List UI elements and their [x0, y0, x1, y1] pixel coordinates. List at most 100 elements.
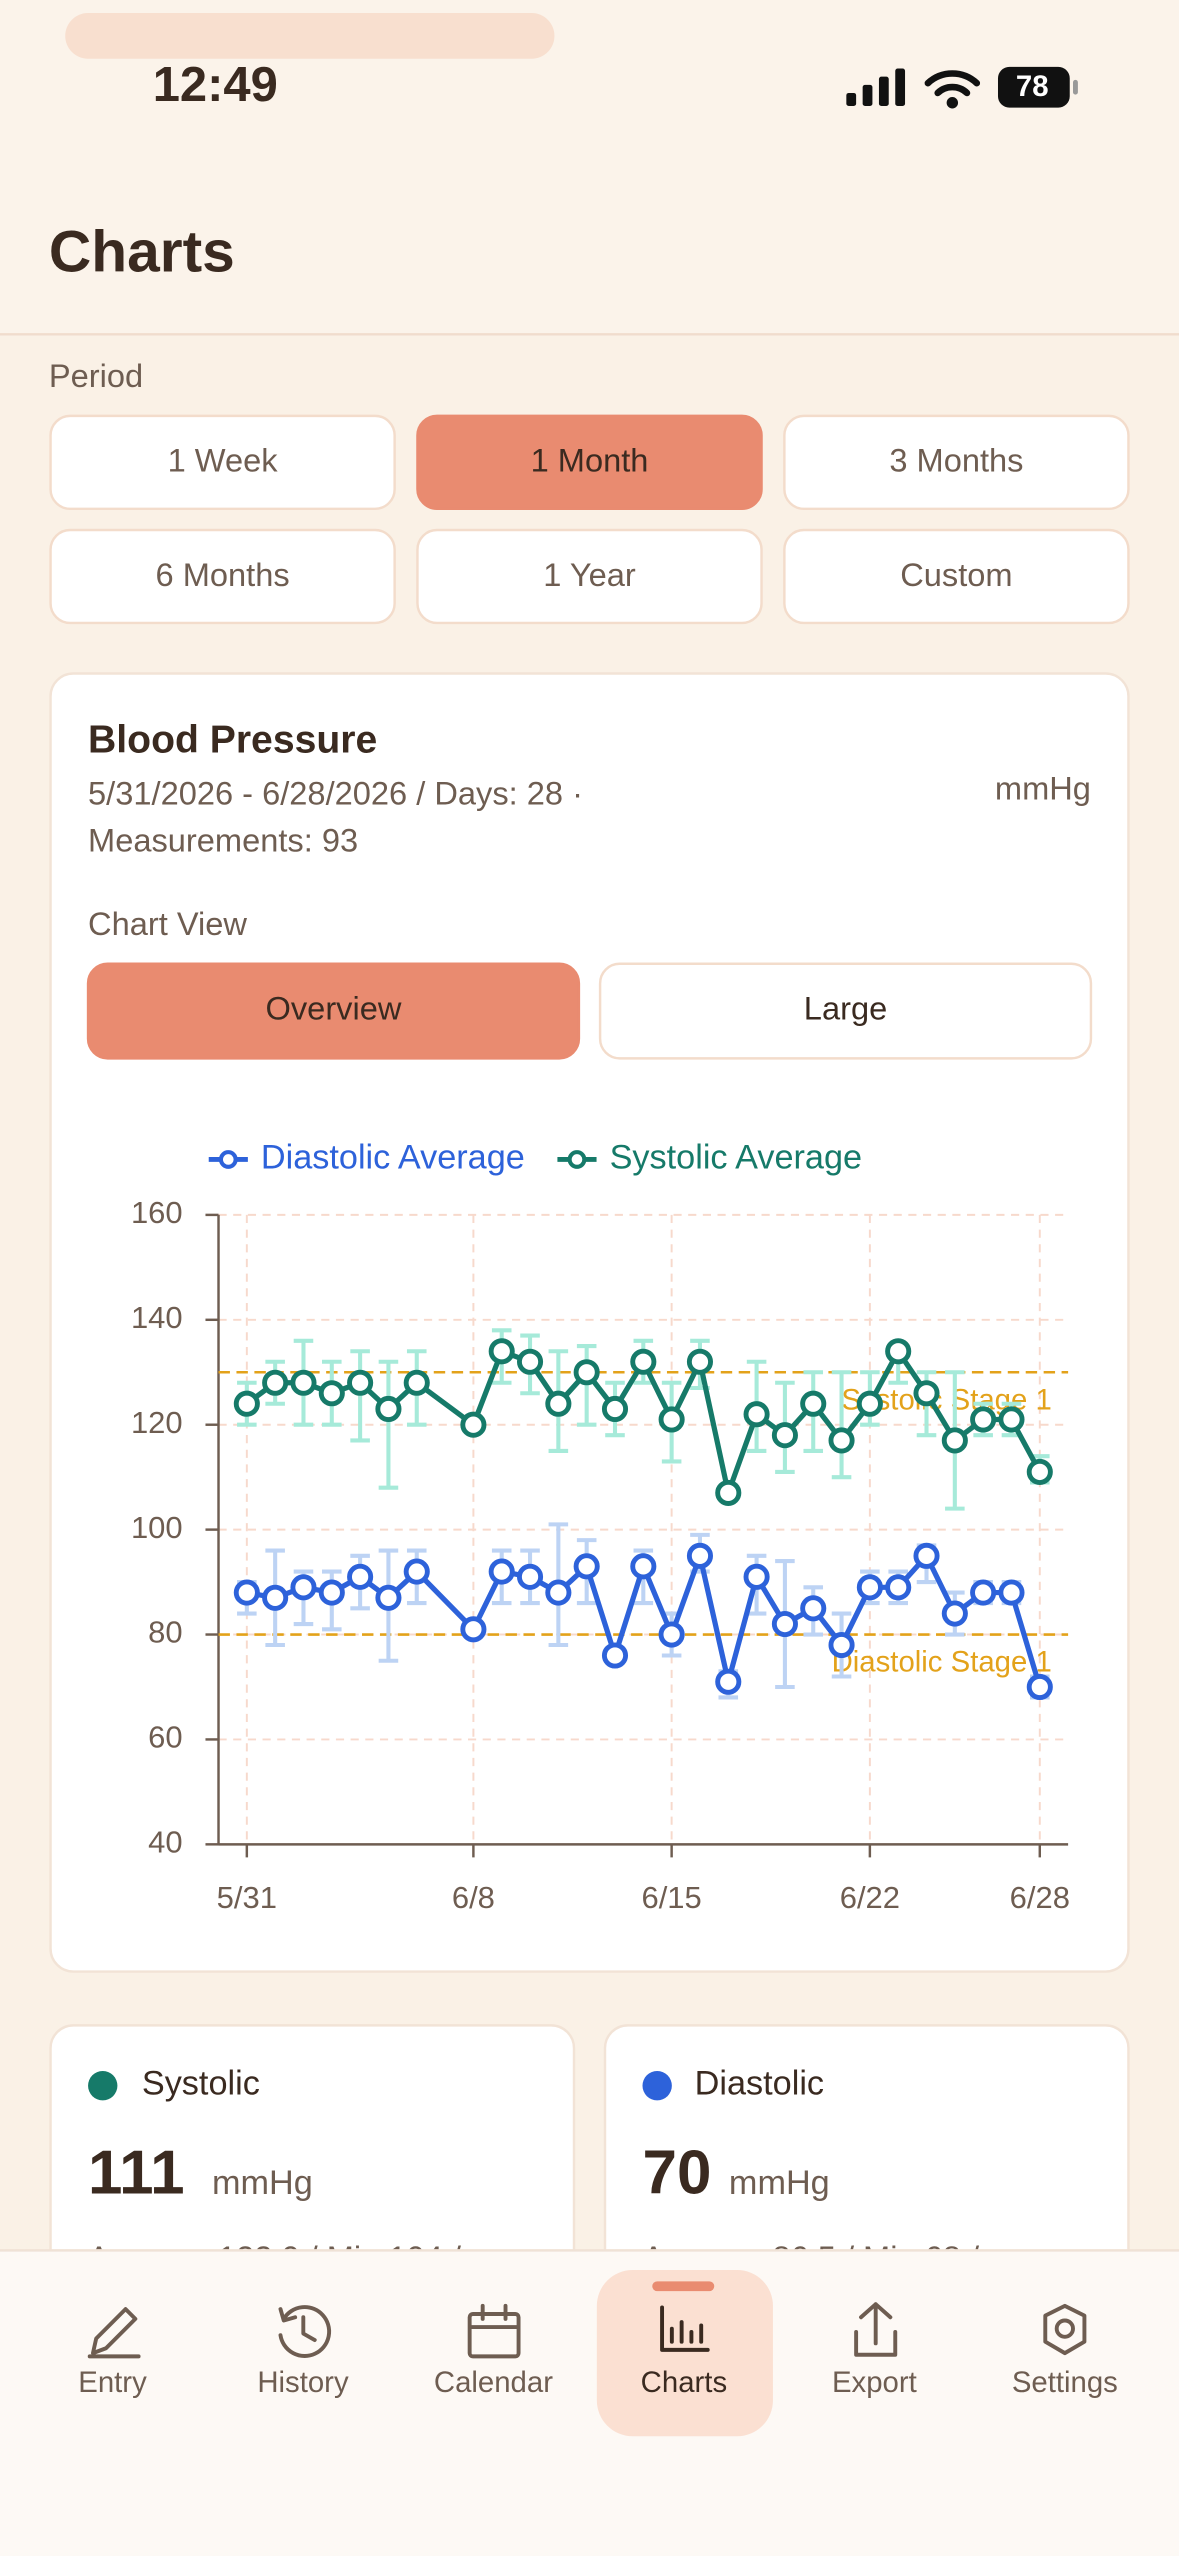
point: [715, 1668, 742, 1695]
period-button[interactable]: 1 Year: [416, 528, 763, 625]
button-label: 1 Month: [531, 442, 649, 479]
page-title: Charts: [49, 220, 235, 285]
point: [573, 1553, 600, 1580]
calendar-icon: [467, 2303, 521, 2359]
range-bar: [576, 1343, 597, 1427]
tab-label[interactable]: History: [257, 2366, 349, 2399]
series-line: [246, 1553, 1043, 1688]
range-bar: [350, 1349, 370, 1443]
point: [573, 1359, 600, 1386]
point: [970, 1406, 997, 1433]
point: [771, 1422, 798, 1449]
point: [970, 1579, 997, 1606]
point: [828, 1427, 855, 1454]
settings-icon-center: [1054, 2318, 1075, 2339]
button-label: Overview: [266, 990, 402, 1027]
point: [800, 1595, 827, 1622]
y-tick-label: 140: [131, 1300, 183, 1335]
point: [233, 1390, 260, 1417]
legend-marker: [567, 1150, 587, 1169]
point: [856, 1390, 883, 1417]
battery-tip: [1073, 79, 1078, 95]
period-button[interactable]: 3 Months: [783, 414, 1130, 511]
tab-label[interactable]: Charts: [641, 2366, 727, 2399]
button-bg: [49, 528, 396, 625]
status-time: 12:49: [153, 58, 278, 112]
point: [318, 1380, 345, 1407]
period-button[interactable]: Custom: [783, 528, 1130, 625]
point: [233, 1579, 260, 1606]
battery-level: 78: [1016, 70, 1049, 103]
point: [601, 1642, 629, 1669]
summary-unit: mmHg: [729, 2164, 830, 2202]
point: [941, 1427, 968, 1454]
point: [403, 1369, 430, 1396]
battery-icon: [997, 66, 1070, 108]
point: [658, 1621, 685, 1648]
point: [262, 1369, 289, 1396]
point: [686, 1542, 713, 1569]
entry-icon: [87, 2307, 141, 2359]
button-bg: [416, 414, 763, 511]
summary-value: 70: [642, 2138, 711, 2207]
tab-selected-bg: [596, 2269, 773, 2437]
button-bg: [49, 414, 396, 511]
view-options: Overview Large: [86, 962, 1093, 1060]
tab-labels: Entry History Calendar Charts Export Settings: [78, 2366, 1118, 2399]
point: [545, 1579, 572, 1606]
range-bar: [831, 1370, 852, 1480]
period-button[interactable]: 1 Week: [49, 414, 396, 511]
point: [743, 1401, 770, 1428]
point: [516, 1563, 544, 1590]
y-tick-label: 120: [131, 1405, 183, 1440]
y-tick-label: 160: [131, 1195, 183, 1230]
point: [1026, 1673, 1053, 1701]
point: [828, 1631, 855, 1659]
point: [771, 1610, 798, 1638]
view-button[interactable]: Overview: [86, 962, 581, 1060]
point: [318, 1579, 345, 1606]
button-bg: [783, 528, 1130, 625]
point: [941, 1600, 968, 1627]
point: [658, 1406, 685, 1433]
tab-label[interactable]: Export: [832, 2366, 917, 2399]
point: [516, 1348, 544, 1375]
point: [375, 1395, 402, 1423]
view-button[interactable]: Large: [598, 962, 1093, 1060]
summary-name: Diastolic: [695, 2065, 824, 2103]
point: [1026, 1458, 1053, 1485]
point: [885, 1338, 912, 1365]
period-button[interactable]: 6 Months: [49, 528, 396, 625]
tab-bar: [0, 2250, 1179, 2556]
settings-icon: [1043, 2303, 1087, 2356]
y-tick-label: 80: [148, 1615, 182, 1650]
tab-label[interactable]: Settings: [1012, 2366, 1118, 2399]
range-bar: [378, 1359, 399, 1490]
summary-unit: mmHg: [212, 2164, 313, 2202]
card-range: 5/31/2026 - 6/28/2026 / Days: 28 ·: [88, 774, 583, 811]
signal-icon: [846, 68, 906, 107]
tab-label[interactable]: Entry: [78, 2366, 147, 2399]
summary-dot: [88, 2071, 118, 2101]
period-label: Period: [49, 357, 143, 394]
point: [347, 1563, 374, 1590]
legend-label: Systolic Average: [610, 1138, 862, 1176]
export-icon: [854, 2302, 898, 2357]
period-options: 1 Week 1 Month 3 Months 6 Months 1 Year Custo…: [49, 414, 1130, 625]
x-tick-label: 6/22: [840, 1880, 900, 1915]
view-label: Chart View: [88, 905, 247, 942]
x-tick-label: 5/31: [217, 1880, 277, 1915]
point: [686, 1348, 713, 1375]
period-button[interactable]: 1 Month: [416, 414, 763, 511]
point: [545, 1390, 572, 1417]
point: [913, 1542, 940, 1569]
card-title: Blood Pressure: [88, 718, 377, 761]
point: [262, 1584, 289, 1611]
point: [913, 1380, 940, 1407]
x-tick-label: 6/8: [452, 1880, 495, 1915]
chart: 40 60 80 100 120 140 160 5/31 6/8 6/15 6/22 6/28 Sys…: [131, 1138, 1070, 1914]
tab-label[interactable]: Calendar: [434, 2366, 553, 2399]
point: [375, 1584, 402, 1611]
